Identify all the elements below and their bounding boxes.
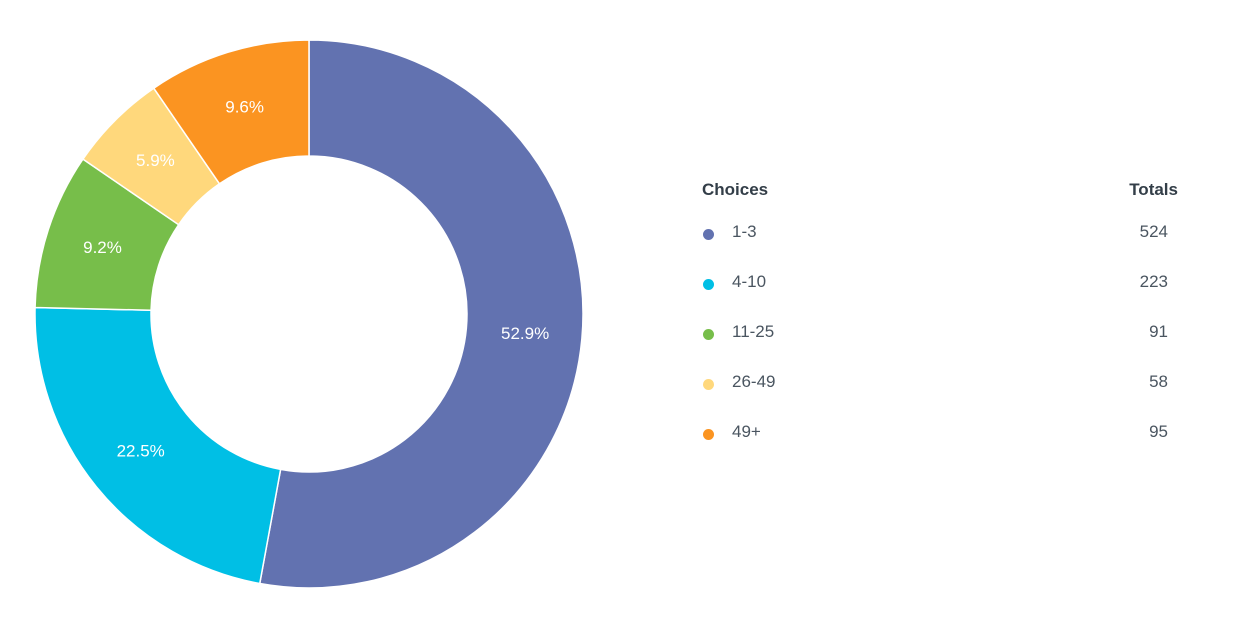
legend-label: 11-25	[732, 322, 775, 341]
legend-row: 11-25 91	[702, 306, 1180, 356]
legend-color-dot	[703, 429, 714, 440]
legend-row: 1-3 524	[702, 206, 1180, 256]
slice-percent-label: 5.9%	[136, 151, 175, 170]
slice-49+	[152, 39, 310, 185]
choices-header: Choices	[702, 180, 769, 199]
legend-color-dot	[703, 329, 714, 340]
legend-label: 4-10	[732, 272, 767, 291]
legend-label: 1-3	[732, 222, 757, 241]
slice-percent-label: 9.6%	[225, 97, 264, 116]
legend-label: 49+	[732, 422, 761, 441]
legend-label: 26-49	[732, 372, 776, 391]
legend-total: 223	[1139, 272, 1168, 291]
legend-total: 95	[1149, 422, 1168, 441]
slice-4-10	[34, 306, 282, 585]
slice-percent-label: 9.2%	[83, 238, 122, 257]
donut-chart: 52.9% 22.5% 9.2% 5.9% 9.6%	[34, 39, 584, 589]
slice-percent-label: 22.5%	[117, 441, 165, 460]
legend-row: 49+ 95	[702, 406, 1180, 456]
legend-total: 91	[1149, 322, 1168, 341]
legend-color-dot	[703, 279, 714, 290]
legend-total: 58	[1149, 372, 1168, 391]
legend-color-dot	[703, 229, 714, 240]
legend-table: Choices Totals 1-3 524 4-10 223 11-25 91…	[702, 176, 1180, 456]
legend-row: 26-49 58	[702, 356, 1180, 406]
legend-header: Choices Totals	[702, 176, 1180, 206]
slice-percent-label: 52.9%	[501, 324, 549, 343]
slice-1-3	[258, 39, 584, 589]
legend-row: 4-10 223	[702, 256, 1180, 306]
totals-header: Totals	[1129, 180, 1178, 199]
legend-color-dot	[703, 379, 714, 390]
legend-total: 524	[1139, 222, 1168, 241]
